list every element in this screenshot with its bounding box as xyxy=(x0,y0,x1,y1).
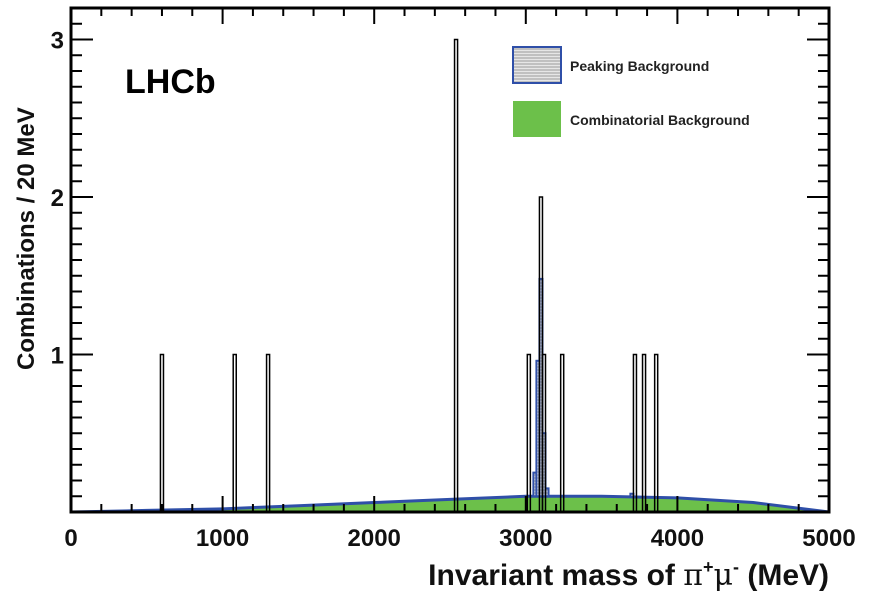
peaking-background-layer xyxy=(532,277,635,498)
combinatorial-background-layer xyxy=(70,494,830,514)
legend-label-combinatorial: Combinatorial Background xyxy=(570,112,750,128)
total-background-line xyxy=(70,494,830,514)
data-bin xyxy=(632,353,638,513)
x-tick-label: 1000 xyxy=(196,525,249,552)
legend-swatch-combinatorial xyxy=(513,101,561,137)
x-tick-label: 3000 xyxy=(499,525,552,552)
y-tick-label: 2 xyxy=(51,185,64,212)
data-bin xyxy=(232,353,237,513)
axis-ticks xyxy=(70,7,830,513)
x-axis-title-main: Invariant mass of xyxy=(428,559,683,592)
data-bin xyxy=(641,353,647,513)
legend: Peaking Background Combinatorial Backgro… xyxy=(512,46,750,137)
data-histogram-layer xyxy=(159,38,659,513)
x-axis-title: Invariant mass of π+μ- (MeV) xyxy=(428,557,829,593)
data-bin xyxy=(653,353,659,513)
x-tick-label: 4000 xyxy=(651,525,704,552)
lhcb-label: LHCb xyxy=(125,63,216,101)
x-axis-title-plus: + xyxy=(703,557,714,577)
x-axis-title-minus: - xyxy=(733,557,739,577)
data-bin xyxy=(526,353,532,513)
y-axis-title: Combinations / 20 MeV xyxy=(13,107,40,370)
x-axis-title-unit: (MeV) xyxy=(739,559,829,592)
data-bin xyxy=(265,353,271,513)
x-tick-label: 5000 xyxy=(802,525,855,552)
y-tick-label: 1 xyxy=(51,343,64,370)
x-axis-title-pi: π xyxy=(683,558,703,593)
x-tick-label: 0 xyxy=(64,525,77,552)
y-tick-label: 3 xyxy=(51,28,64,55)
x-axis-title-mu: μ xyxy=(714,558,734,593)
x-tick-label: 2000 xyxy=(348,525,401,552)
legend-swatch-peaking xyxy=(512,46,562,84)
data-bin xyxy=(159,353,165,513)
axis-tick-labels: 0 1000 2000 3000 4000 5000 1 2 3 xyxy=(51,28,856,553)
legend-label-peaking: Peaking Background xyxy=(570,58,709,74)
data-bin xyxy=(453,38,459,513)
data-bin xyxy=(559,353,565,513)
